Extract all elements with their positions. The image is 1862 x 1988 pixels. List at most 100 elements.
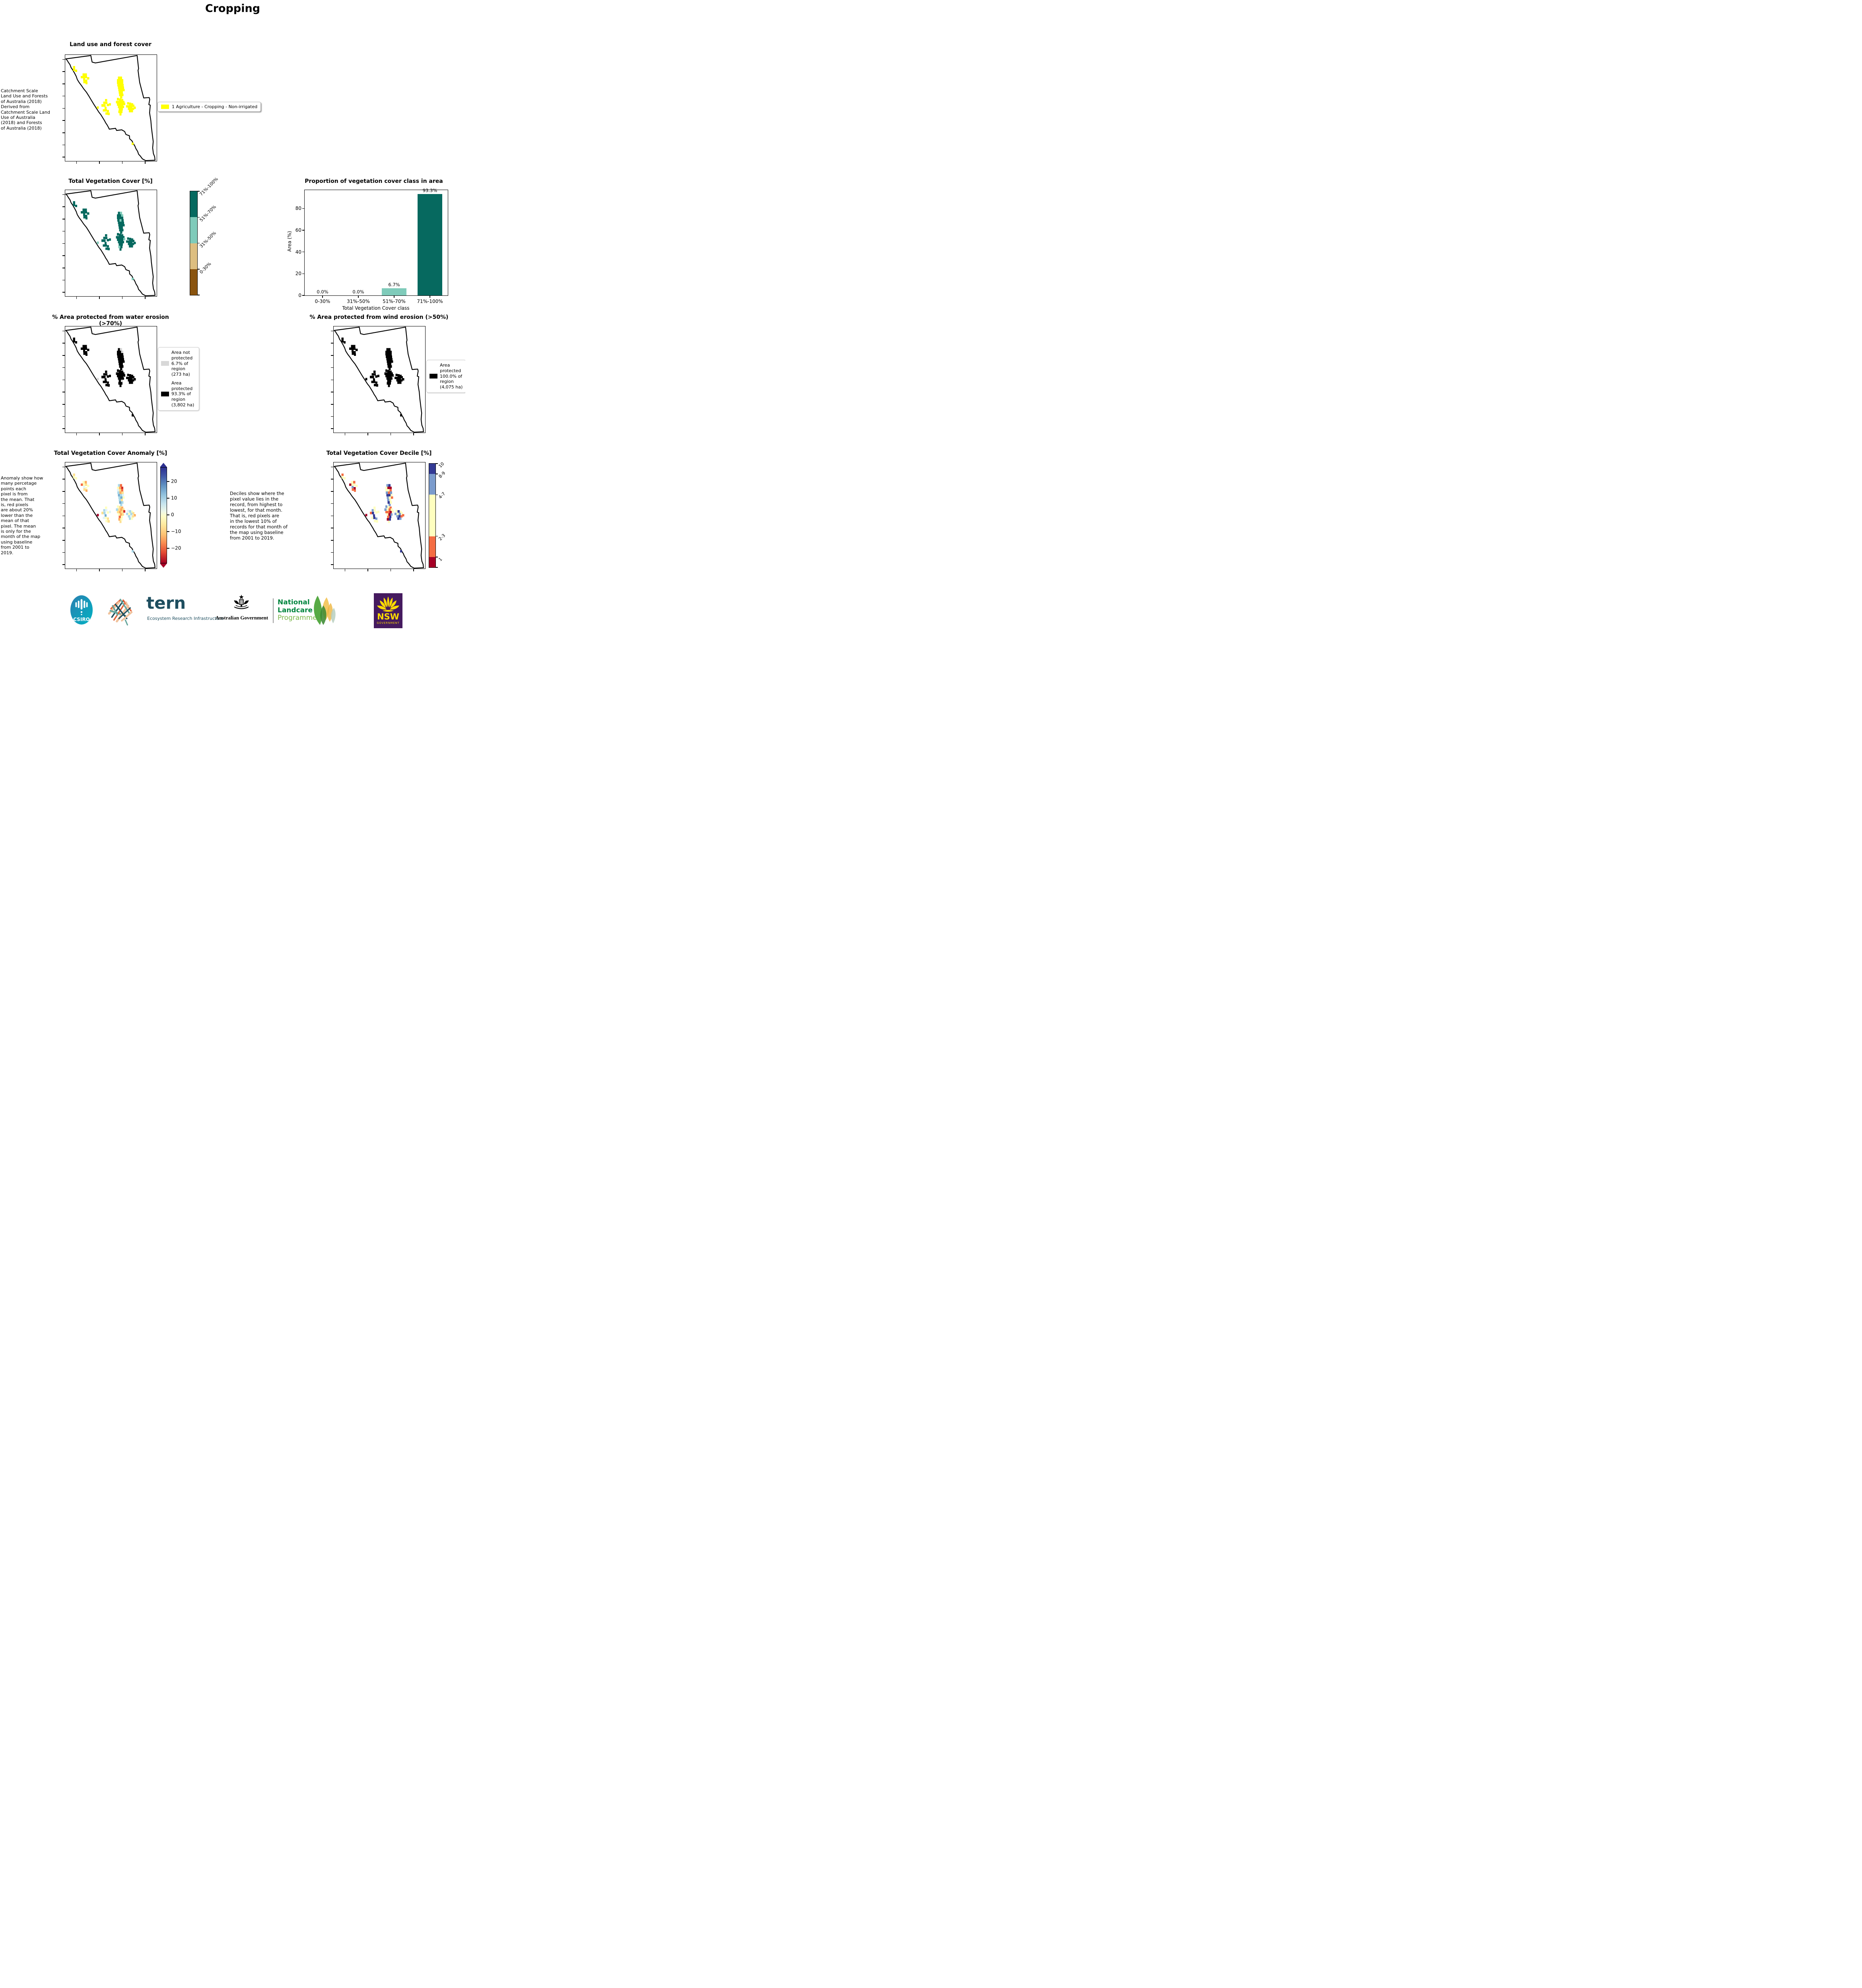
raster-cell [84, 481, 87, 483]
raster-cell [119, 501, 121, 504]
raster-cell [101, 104, 104, 107]
raster-cell [398, 379, 401, 382]
raster-cell [121, 380, 123, 382]
raster-cell [122, 513, 124, 516]
raster-cell [103, 516, 105, 519]
raster-cell [354, 351, 356, 354]
raster-cell [391, 360, 393, 363]
raster-cell [121, 375, 123, 377]
raster-cell [122, 89, 125, 91]
axis-tick [62, 231, 65, 232]
colorbar-segment [190, 217, 197, 243]
raster-cell [386, 355, 388, 358]
raster-cell [375, 517, 378, 520]
raster-cell [131, 375, 134, 377]
colorbar-tick [197, 243, 200, 244]
raster-cell [118, 372, 121, 375]
raster-cell [131, 238, 134, 241]
raster-cell [341, 476, 344, 479]
raster-cell [107, 381, 109, 384]
raster-cell [387, 506, 390, 509]
raster-cell [365, 378, 367, 381]
raster-cell [87, 349, 89, 351]
raster-cell [386, 372, 389, 375]
crest-graphic [234, 594, 249, 609]
raster-cell [119, 93, 121, 96]
raster-cell [104, 378, 107, 381]
raster-cell [126, 105, 128, 108]
legend-entry: Area not protected 6.7% of region (273 h… [161, 350, 196, 377]
raster-cell [130, 379, 132, 382]
raster-cell [389, 499, 392, 501]
raster-cell [118, 496, 121, 499]
svg-text:NSW: NSW [377, 612, 399, 621]
raster-cell [389, 486, 392, 489]
axis-tick [145, 433, 146, 435]
raster-cell [103, 109, 105, 112]
axis-tick [62, 503, 65, 504]
area-protected-swatch [161, 392, 169, 397]
axis-tick [76, 569, 77, 571]
raster-cell [386, 491, 388, 494]
axis-tick [62, 292, 65, 293]
raster-cell [122, 224, 125, 227]
raster-cell [353, 347, 356, 350]
raster-cell [105, 99, 107, 101]
colorbar-tick [197, 217, 200, 218]
raster-cell [354, 489, 356, 492]
raster-cell [353, 345, 356, 348]
raster-cell [122, 508, 124, 511]
raster-cell [373, 381, 375, 383]
raster-cell [385, 375, 388, 377]
raster-cell [123, 510, 126, 513]
area-protected-swatch [430, 374, 437, 379]
raster-cell [119, 243, 121, 246]
raster-cell [107, 511, 109, 514]
raster-cell [118, 241, 120, 244]
axis-tick [99, 569, 100, 571]
raster-cell [103, 239, 106, 242]
raster-cell [389, 501, 392, 504]
raster-cell [120, 358, 122, 361]
raster-cell [397, 374, 400, 377]
raster-cell [119, 506, 121, 509]
raster-cell [117, 219, 120, 222]
raster-cell [85, 76, 87, 79]
raster-cell [122, 496, 125, 499]
raster-cell [386, 484, 389, 487]
water-erosion-map-title: % Area protected from water erosion (>70… [52, 314, 169, 327]
raster-cell [83, 486, 86, 489]
raster-cell [128, 243, 130, 245]
landuse-map [62, 54, 157, 164]
raster-cell [131, 142, 134, 145]
raster-cell [349, 347, 352, 350]
raster-cell [119, 355, 122, 358]
raster-cell [117, 511, 119, 513]
axis-tick [331, 367, 333, 368]
axis-tick [367, 433, 368, 435]
raster-cell [131, 103, 134, 106]
axis-tick [331, 416, 333, 417]
y-axis-tick-label: 0 [298, 293, 301, 298]
raster-cell [120, 111, 122, 113]
raster-cell [83, 78, 86, 81]
axis-tick [62, 564, 65, 565]
raster-cell [341, 340, 344, 343]
raster-cell [373, 370, 376, 373]
raster-cell [121, 491, 124, 494]
raster-cell [119, 511, 121, 513]
raster-cell [73, 474, 75, 476]
raster-cell [118, 494, 120, 497]
raster-cell [116, 101, 118, 103]
raster-cell [390, 491, 392, 494]
raster-cell [386, 494, 389, 497]
raster-cell [117, 98, 119, 101]
x-axis-tick-label: 71%-100% [417, 299, 443, 304]
raster-cell [117, 217, 119, 219]
raster-cell [119, 217, 121, 219]
raster-cell [121, 219, 124, 222]
raster-cell [128, 379, 130, 382]
axis-tick [76, 433, 77, 435]
raster-cell [119, 520, 122, 523]
raster-cell [105, 516, 107, 519]
